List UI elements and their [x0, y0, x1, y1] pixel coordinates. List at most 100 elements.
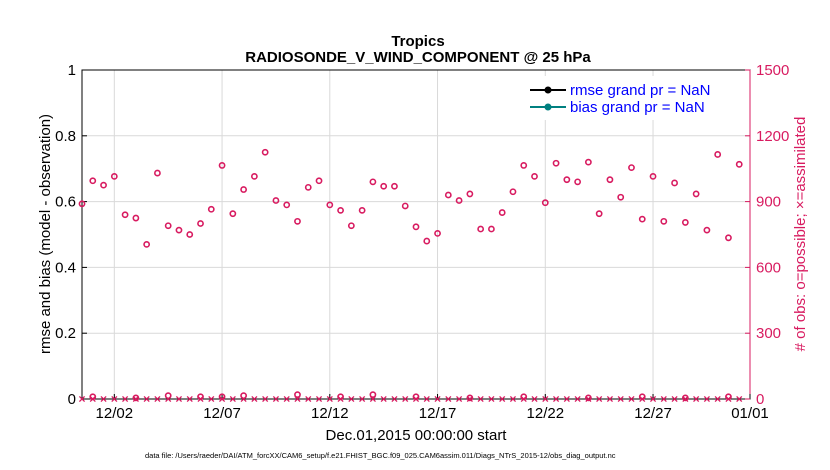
possible-obs-marker [164, 222, 172, 230]
possible-obs-marker [326, 201, 334, 209]
assimilated-marker [380, 395, 387, 403]
assimilated-marker [272, 395, 279, 403]
possible-obs-marker [628, 164, 635, 172]
y-left-tick-label: 0.6 [55, 194, 76, 211]
possible-obs-marker [143, 240, 151, 248]
assimilated-marker [208, 395, 215, 403]
assimilated-marker [509, 395, 517, 403]
possible-obs-marker [671, 179, 678, 187]
possible-obs-marker [660, 217, 668, 225]
possible-obs-marker [735, 160, 743, 168]
assimilated-marker [240, 395, 247, 403]
possible-obs-marker [444, 191, 452, 199]
possible-obs-marker [595, 210, 603, 218]
assimilated-marker [649, 395, 657, 403]
possible-obs-marker [455, 197, 463, 204]
possible-obs-marker [380, 182, 388, 190]
assimilated-marker [229, 395, 236, 403]
assimilated-marker [542, 395, 549, 403]
possible-obs-marker [617, 193, 625, 201]
possible-obs-marker [294, 217, 301, 225]
data-marks [78, 148, 743, 403]
chart-title: Tropics [391, 33, 444, 50]
possible-obs-marker [477, 225, 485, 233]
possible-obs-marker [272, 197, 280, 204]
assimilated-marker [294, 395, 301, 403]
assimilated-marker [154, 395, 161, 403]
possible-obs-marker [154, 169, 161, 177]
assimilated-marker [143, 395, 150, 403]
x-tick-label: 12/22 [527, 405, 565, 422]
assimilated-marker [359, 395, 366, 403]
possible-obs-marker [520, 162, 528, 169]
possible-obs-marker [100, 181, 107, 189]
possible-obs-marker [681, 219, 689, 226]
possible-obs-marker [229, 210, 237, 218]
assimilated-marker [553, 395, 560, 403]
legend-bias-marker [544, 103, 552, 111]
y-left-tick-label: 0.2 [55, 325, 76, 342]
possible-obs-marker [315, 177, 323, 185]
assimilated-marker [531, 395, 538, 403]
x-tick-label: 12/07 [203, 405, 241, 422]
assimilated-marker [714, 395, 721, 403]
right-axis-ticks: 0 300 600 900 1200 1500 [745, 62, 789, 408]
possible-obs-marker [714, 151, 722, 158]
possible-obs-marker [584, 158, 592, 166]
assimilated-marker [703, 395, 710, 403]
assimilated-marker [262, 395, 269, 403]
possible-obs-marker [563, 176, 571, 184]
possible-obs-marker [175, 226, 183, 234]
possible-obs-marker [250, 172, 258, 180]
data-file-footnote: data file: /Users/raeder/DAI/ATM_forcXX/… [145, 451, 616, 460]
x-tick-label: 12/02 [96, 405, 134, 422]
possible-obs-marker [681, 394, 689, 402]
y-right-tick-label: 0 [756, 391, 764, 408]
possible-obs-marker [283, 201, 291, 209]
y-right-tick-label: 600 [756, 259, 781, 276]
possible-obs-marker [218, 162, 226, 169]
possible-obs-marker [725, 234, 732, 242]
assimilated-marker [305, 395, 312, 403]
assimilated-marker [412, 395, 420, 403]
possible-obs-marker [466, 394, 474, 402]
possible-obs-marker [121, 211, 129, 219]
y-right-tick-label: 1200 [756, 128, 789, 145]
possible-obs-marker [703, 226, 711, 234]
assimilated-marker [736, 395, 743, 403]
assimilated-marker [402, 395, 409, 403]
assimilated-marker [456, 395, 463, 403]
possible-obs-marker [434, 230, 441, 237]
possible-obs-marker [692, 190, 700, 198]
y-right-tick-label: 1500 [756, 62, 789, 79]
possible-obs-marker [132, 214, 140, 222]
assimilated-marker [563, 395, 570, 403]
legend-rmse-label: rmse grand pr = NaN [570, 82, 710, 99]
legend-box [525, 76, 745, 120]
assimilated-marker [337, 395, 344, 403]
possible-obs-marker [552, 159, 560, 167]
possible-obs-marker [509, 188, 517, 196]
assimilated-marker [660, 395, 667, 403]
legend-rmse-marker [544, 86, 552, 94]
assimilated-marker [617, 395, 624, 403]
possible-obs-marker [649, 172, 657, 180]
possible-obs-marker [638, 215, 646, 223]
y-left-tick-label: 1 [68, 62, 76, 79]
assimilated-marker [78, 395, 86, 403]
assimilated-marker [132, 395, 139, 403]
possible-obs-marker [347, 222, 355, 230]
possible-obs-marker [294, 391, 301, 399]
legend: rmse grand pr = NaN bias grand pr = NaN [525, 76, 745, 120]
y-left-tick-label: 0 [68, 391, 76, 408]
possible-obs-marker [466, 190, 474, 198]
assimilated-marker [283, 395, 290, 403]
possible-obs-marker [89, 177, 97, 185]
possible-obs-marker [401, 202, 409, 210]
assimilated-marker [219, 395, 226, 403]
possible-obs-marker [186, 231, 194, 238]
assimilated-marker [348, 395, 355, 403]
possible-obs-marker [304, 183, 312, 191]
possible-obs-marker [541, 199, 549, 207]
